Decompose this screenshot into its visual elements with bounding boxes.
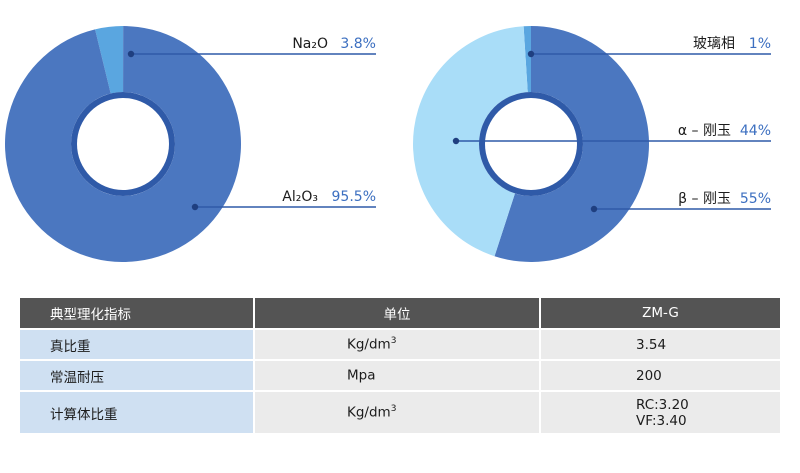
slice-beta-corundum bbox=[494, 26, 649, 262]
row-value: 3.54 bbox=[540, 328, 780, 360]
slice-value-label: 1% bbox=[749, 36, 771, 52]
row-unit: Kg/dm3 bbox=[254, 328, 541, 360]
row-property: 真比重 bbox=[20, 328, 255, 360]
properties-table: 典型理化指标 单位 ZM-G 真比重 Kg/dm3 3.54 常温耐压 Mpa … bbox=[20, 298, 780, 433]
slice-na2o bbox=[95, 26, 124, 94]
row-value-line-1: RC:3.20 bbox=[636, 396, 689, 413]
leader-dot bbox=[452, 137, 460, 145]
header-unit: 单位 bbox=[254, 298, 541, 329]
slice-name-label: Na₂O bbox=[292, 36, 328, 52]
slice-value-label: 3.8% bbox=[340, 36, 376, 52]
row-property: 计算体比重 bbox=[20, 390, 255, 433]
leader-dot bbox=[527, 50, 535, 58]
donut-chart-phase: 1% 玻璃相 44% α – 刚玉 55% β – 刚玉 bbox=[412, 26, 771, 262]
slice-name-label: 玻璃相 bbox=[693, 35, 735, 52]
row-value: RC:3.20 VF:3.40 bbox=[540, 390, 780, 433]
row-value: 200 bbox=[540, 359, 780, 391]
slice-value-label: 55% bbox=[740, 191, 771, 207]
row-unit: Mpa bbox=[254, 359, 541, 391]
slice-value-label: 95.5% bbox=[332, 189, 376, 205]
table-row: 计算体比重 Kg/dm3 RC:3.20 VF:3.40 bbox=[20, 390, 780, 433]
header-zm-g: ZM-G bbox=[540, 298, 780, 329]
slice-value-label: 44% bbox=[740, 123, 771, 139]
slice-glass-phase bbox=[523, 26, 531, 93]
donut-hole bbox=[77, 98, 169, 190]
row-unit: Kg/dm3 bbox=[254, 390, 541, 433]
table-row: 真比重 Kg/dm3 3.54 bbox=[20, 328, 780, 360]
slice-name-label: α – 刚玉 bbox=[678, 123, 731, 139]
slice-name-label: β – 刚玉 bbox=[678, 191, 731, 207]
table-header-row: 典型理化指标 单位 ZM-G bbox=[20, 298, 780, 329]
row-property: 常温耐压 bbox=[20, 359, 255, 391]
donut-hole bbox=[485, 98, 577, 190]
row-value-line-2: VF:3.40 bbox=[636, 412, 687, 429]
slice-name-label: Al₂O₃ bbox=[282, 189, 318, 205]
header-property: 典型理化指标 bbox=[20, 298, 255, 329]
charts-area: 3.8% Na₂O 95.5% Al₂O₃ 1% 玻璃相 44% α – 刚玉 55% β – … bbox=[4, 26, 771, 263]
table-row: 常温耐压 Mpa 200 bbox=[20, 359, 780, 391]
slice-al2o3 bbox=[4, 26, 242, 263]
donut-chart-composition: 3.8% Na₂O 95.5% Al₂O₃ bbox=[4, 26, 376, 263]
leader-dot bbox=[191, 203, 199, 211]
leader-dot bbox=[590, 205, 598, 213]
leader-dot bbox=[127, 50, 135, 58]
